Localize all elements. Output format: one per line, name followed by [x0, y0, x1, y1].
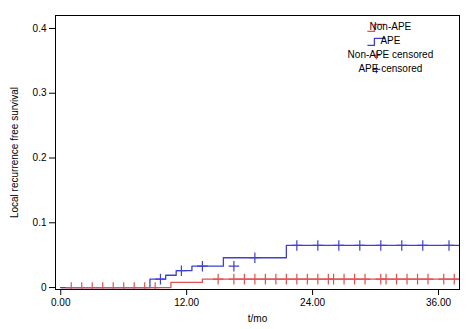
svg-text:Local recurrence free survival: Local recurrence free survival: [9, 87, 20, 218]
svg-text:36.00: 36.00: [426, 297, 451, 308]
svg-text:Non-APE: Non-APE: [370, 21, 412, 32]
svg-text:0.3: 0.3: [33, 87, 47, 98]
svg-text:Non-APE censored: Non-APE censored: [348, 49, 434, 60]
svg-text:0.4: 0.4: [33, 23, 47, 34]
svg-text:0: 0: [41, 282, 47, 293]
svg-text:APE: APE: [380, 35, 400, 46]
svg-text:24.00: 24.00: [300, 297, 325, 308]
svg-text:0.00: 0.00: [51, 297, 71, 308]
svg-text:12.00: 12.00: [174, 297, 199, 308]
svg-text:0.2: 0.2: [33, 152, 47, 163]
svg-text:APE censored: APE censored: [358, 63, 422, 74]
svg-text:t/mo: t/mo: [248, 313, 268, 324]
svg-text:0.1: 0.1: [33, 217, 47, 228]
